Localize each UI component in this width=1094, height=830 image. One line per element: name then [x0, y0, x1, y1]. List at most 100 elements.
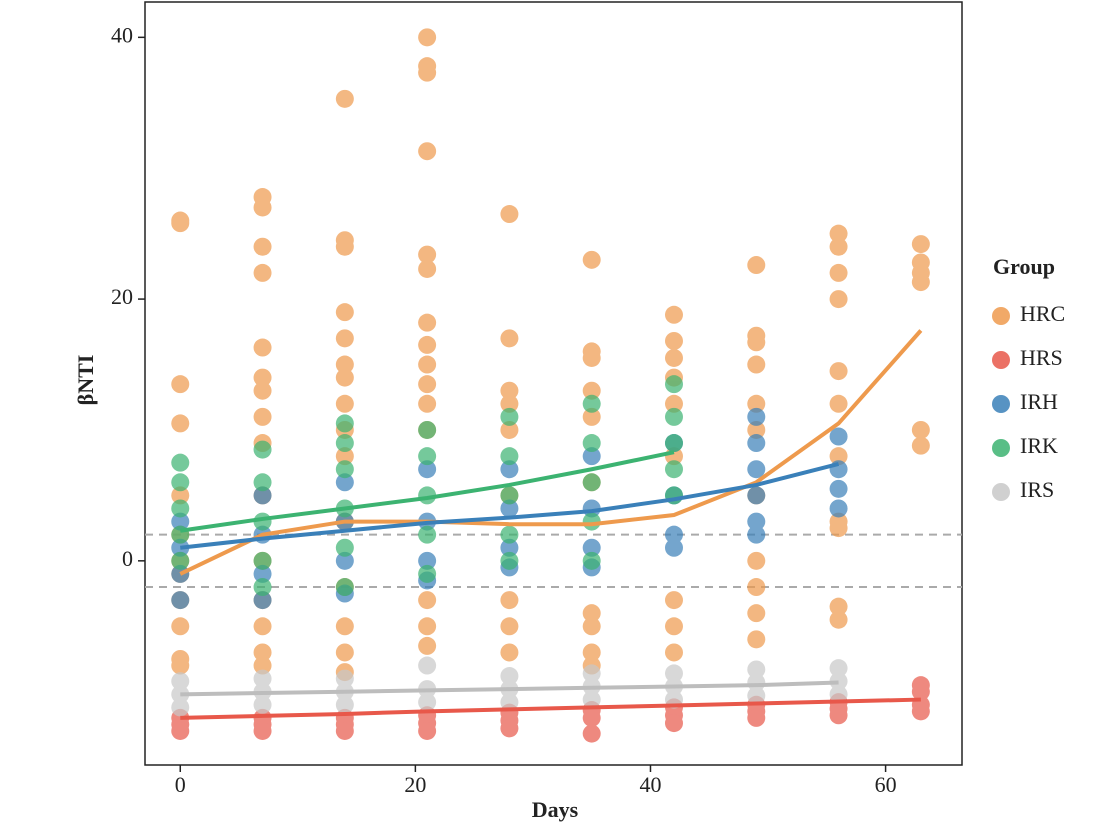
legend-swatch: [992, 307, 1010, 325]
point: [747, 407, 766, 426]
point: [829, 610, 848, 629]
point: [829, 427, 848, 446]
point: [418, 693, 437, 712]
point: [582, 604, 601, 623]
point: [829, 706, 848, 725]
point: [582, 348, 601, 367]
point: [253, 198, 272, 217]
point: [418, 394, 437, 413]
point: [500, 551, 519, 570]
point: [747, 486, 766, 505]
point: [747, 434, 766, 453]
point: [253, 486, 272, 505]
point: [253, 407, 272, 426]
point: [664, 714, 683, 733]
point: [418, 447, 437, 466]
series-points: [171, 407, 848, 610]
point: [253, 578, 272, 597]
point: [664, 664, 683, 683]
point: [253, 564, 272, 583]
point: [829, 597, 848, 616]
plot-area: [144, 1, 963, 766]
x-tick-label: 40: [639, 772, 661, 797]
point: [500, 394, 519, 413]
point: [418, 420, 437, 439]
point: [253, 440, 272, 459]
point: [418, 617, 437, 636]
point: [171, 617, 190, 636]
point: [418, 245, 437, 264]
point: [418, 142, 437, 161]
point: [335, 669, 354, 688]
point: [747, 333, 766, 352]
point: [582, 447, 601, 466]
point: [335, 303, 354, 322]
legend-swatch: [992, 439, 1010, 457]
point: [253, 381, 272, 400]
point: [253, 617, 272, 636]
point: [664, 643, 683, 662]
point: [664, 394, 683, 413]
point: [418, 259, 437, 278]
point: [582, 551, 601, 570]
point: [664, 305, 683, 324]
point: [253, 237, 272, 256]
point: [335, 434, 354, 453]
point: [418, 551, 437, 570]
point: [253, 643, 272, 662]
point: [171, 453, 190, 472]
point: [171, 656, 190, 675]
point: [171, 499, 190, 518]
legend-label: IRK: [1020, 433, 1058, 458]
point: [582, 690, 601, 709]
point: [418, 313, 437, 332]
series-points: [171, 656, 848, 717]
point: [335, 695, 354, 714]
point: [171, 512, 190, 531]
point: [664, 460, 683, 479]
point: [582, 664, 601, 683]
point: [582, 250, 601, 269]
point: [500, 667, 519, 686]
point: [418, 656, 437, 675]
point: [335, 355, 354, 374]
point: [418, 375, 437, 394]
point: [582, 617, 601, 636]
point: [500, 329, 519, 348]
point: [664, 375, 683, 394]
point: [664, 348, 683, 367]
point: [335, 578, 354, 597]
point: [171, 721, 190, 740]
point: [500, 643, 519, 662]
point: [253, 669, 272, 688]
point: [253, 591, 272, 610]
point: [747, 420, 766, 439]
point: [418, 460, 437, 479]
point: [418, 591, 437, 610]
point: [335, 414, 354, 433]
point: [829, 672, 848, 691]
point: [829, 519, 848, 538]
point: [418, 355, 437, 374]
point: [829, 263, 848, 282]
point: [664, 331, 683, 350]
point: [418, 28, 437, 47]
point: [911, 420, 930, 439]
point: [335, 617, 354, 636]
point: [664, 407, 683, 426]
point: [171, 698, 190, 717]
point: [747, 355, 766, 374]
point: [171, 375, 190, 394]
point: [829, 290, 848, 309]
point: [664, 538, 683, 557]
point: [500, 538, 519, 557]
y-tick-label: 20: [111, 284, 133, 309]
legend-swatch: [992, 483, 1010, 501]
legend-label: IRH: [1020, 389, 1058, 414]
point: [500, 381, 519, 400]
point: [582, 407, 601, 426]
point: [829, 237, 848, 256]
point: [664, 434, 683, 453]
x-tick-label: 20: [404, 772, 426, 797]
